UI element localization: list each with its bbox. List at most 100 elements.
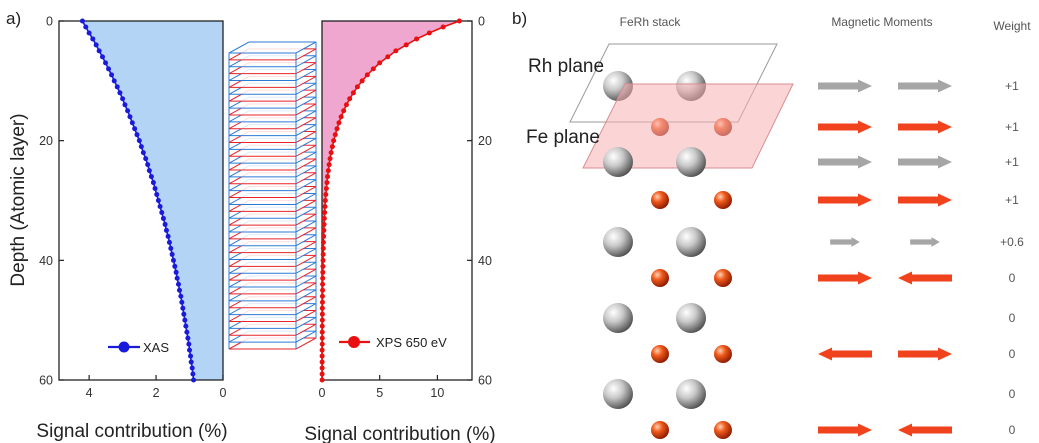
xas-legend-marker xyxy=(118,341,130,353)
rh-plane-label: Rh plane xyxy=(528,56,604,77)
x-tick-label: 5 xyxy=(376,386,383,400)
y-tick-label: 60 xyxy=(478,374,492,388)
moment-arrow-left xyxy=(898,271,952,285)
data-point xyxy=(146,168,152,174)
data-point xyxy=(159,209,165,215)
xas-legend: XAS xyxy=(108,340,169,355)
data-point xyxy=(184,329,190,335)
data-point xyxy=(319,335,325,341)
weight-value: +1 xyxy=(1005,193,1019,207)
x-tick-label: 4 xyxy=(86,386,93,400)
rh-atom xyxy=(676,303,706,333)
data-point xyxy=(150,180,156,186)
data-point xyxy=(122,102,128,108)
fe-atom xyxy=(651,421,669,439)
data-point xyxy=(347,96,353,102)
data-point xyxy=(426,30,432,36)
data-point xyxy=(321,233,327,239)
moment-arrow-right xyxy=(818,271,872,285)
data-point xyxy=(319,293,325,299)
data-point xyxy=(440,24,446,30)
fe-atom xyxy=(651,191,669,209)
data-point xyxy=(79,18,85,24)
fe-plane-label: Fe plane xyxy=(526,127,600,148)
xas-y-ticks: 0 20 40 60 xyxy=(39,15,64,388)
y-tick-label: 40 xyxy=(478,254,492,268)
x-tick-label: 10 xyxy=(430,386,444,400)
data-point xyxy=(325,168,331,174)
weight-value: +1 xyxy=(1005,120,1019,134)
magnetic-moment-arrows xyxy=(818,79,952,437)
data-point xyxy=(160,215,166,221)
data-point xyxy=(385,54,391,60)
y-tick-label: 60 xyxy=(39,374,53,388)
data-point xyxy=(331,138,337,144)
data-point xyxy=(320,269,326,275)
data-point xyxy=(319,299,325,305)
moment-arrow-right xyxy=(818,79,872,93)
xps-x-axis-label: Signal contribution (%) xyxy=(304,424,495,443)
rh-atom xyxy=(603,147,633,177)
data-point xyxy=(176,287,182,293)
panel-a-label: a) xyxy=(6,9,21,28)
data-point xyxy=(324,180,330,186)
data-point xyxy=(175,281,181,287)
data-point xyxy=(364,72,370,78)
data-point xyxy=(152,186,158,192)
data-point xyxy=(179,299,185,305)
xps-x-ticks: 0 5 10 xyxy=(319,375,444,400)
data-point xyxy=(166,239,172,245)
data-point xyxy=(321,227,327,233)
data-point xyxy=(157,203,163,209)
weight-value: 0 xyxy=(1009,423,1016,437)
data-point xyxy=(319,371,325,377)
weight-value: 0 xyxy=(1009,347,1016,361)
data-point xyxy=(319,353,325,359)
data-point xyxy=(125,108,131,114)
data-point xyxy=(319,377,325,383)
data-point xyxy=(170,257,176,263)
xps-plot: 0 20 40 60 0 5 10 XPS 650 eV Signal contribut… xyxy=(304,15,495,443)
moment-arrow-right xyxy=(898,347,952,361)
ferh-layer-stack xyxy=(228,41,317,350)
y-tick-label: 0 xyxy=(46,15,53,29)
data-point xyxy=(100,54,106,60)
xas-x-axis-label: Signal contribution (%) xyxy=(36,421,227,442)
data-point xyxy=(354,84,360,90)
xps-legend: XPS 650 eV xyxy=(339,335,447,350)
data-point xyxy=(120,96,126,102)
atoms-lower xyxy=(603,147,732,439)
xas-y-axis-label: Depth (Atomic layer) xyxy=(8,113,29,286)
xps-fill-area xyxy=(322,21,460,380)
rh-atom xyxy=(676,147,706,177)
data-point xyxy=(328,150,334,156)
data-point xyxy=(148,174,154,180)
data-point xyxy=(106,66,112,72)
data-point xyxy=(319,341,325,347)
xps-y-ticks: 0 20 40 60 xyxy=(467,15,492,388)
data-point xyxy=(321,221,327,227)
data-point xyxy=(320,257,326,263)
data-point xyxy=(320,275,326,281)
fe-atom xyxy=(714,269,732,287)
data-point xyxy=(168,245,174,251)
data-point xyxy=(188,353,194,359)
data-point xyxy=(320,287,326,293)
data-point xyxy=(323,186,329,192)
data-point xyxy=(183,323,189,329)
x-tick-label: 0 xyxy=(220,386,227,400)
panel-b: FeRh stack Magnetic Moments Weight Rh pl… xyxy=(526,15,1031,439)
y-tick-label: 20 xyxy=(478,134,492,148)
data-point xyxy=(162,221,168,227)
data-point xyxy=(154,192,160,198)
data-point xyxy=(181,311,187,317)
data-point xyxy=(350,90,356,96)
data-point xyxy=(169,251,175,257)
data-point xyxy=(186,341,192,347)
weight-value: +0.6 xyxy=(1000,235,1024,249)
xps-legend-label: XPS 650 eV xyxy=(376,335,447,350)
data-point xyxy=(191,377,197,383)
data-point xyxy=(334,126,340,132)
data-point xyxy=(140,150,146,156)
data-point xyxy=(323,192,329,198)
